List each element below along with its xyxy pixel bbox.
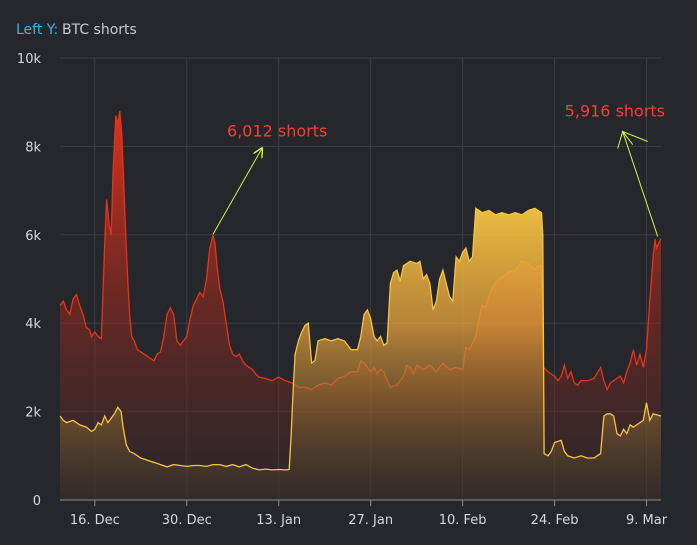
x-tick-label: 16. Dec xyxy=(70,513,120,528)
legend-label: BTC shorts xyxy=(62,22,137,38)
series-areas xyxy=(59,110,662,501)
annotation-arrow xyxy=(212,148,262,235)
annotation-label: 6,012 shorts xyxy=(227,121,327,140)
legend: Left Y: BTC shorts xyxy=(16,22,137,38)
x-tick-label: 10. Feb xyxy=(439,513,487,528)
y-tick-label: 10k xyxy=(17,52,42,67)
x-tick-label: 9. Mar xyxy=(626,513,668,528)
yellow-series-line xyxy=(59,207,662,471)
x-tick-label: 13. Jan xyxy=(256,513,301,528)
x-tick-label: 30. Dec xyxy=(162,513,212,528)
y-tick-label: 6k xyxy=(25,229,41,244)
legend-prefix: Left Y: xyxy=(16,22,58,38)
annotation-arrow xyxy=(621,130,659,237)
annotation-arrowhead xyxy=(617,130,634,149)
x-tick-label: 24. Feb xyxy=(531,513,579,528)
y-tick-label: 8k xyxy=(25,140,41,155)
yellow-series-area xyxy=(60,208,661,501)
annotations: 6,012 shorts 5,916 shorts xyxy=(212,102,665,237)
x-tick-label: 27. Jan xyxy=(348,513,393,528)
y-tick-label: 4k xyxy=(25,317,41,332)
axes: 0 2k 4k 6k 8k 10k 16. Dec 30. Dec 13. Jan 27. Jan… xyxy=(17,52,668,528)
y-tick-label: 0 xyxy=(33,494,41,509)
y-tick-label: 2k xyxy=(25,406,41,421)
annotation-label: 5,916 shorts xyxy=(565,102,665,121)
